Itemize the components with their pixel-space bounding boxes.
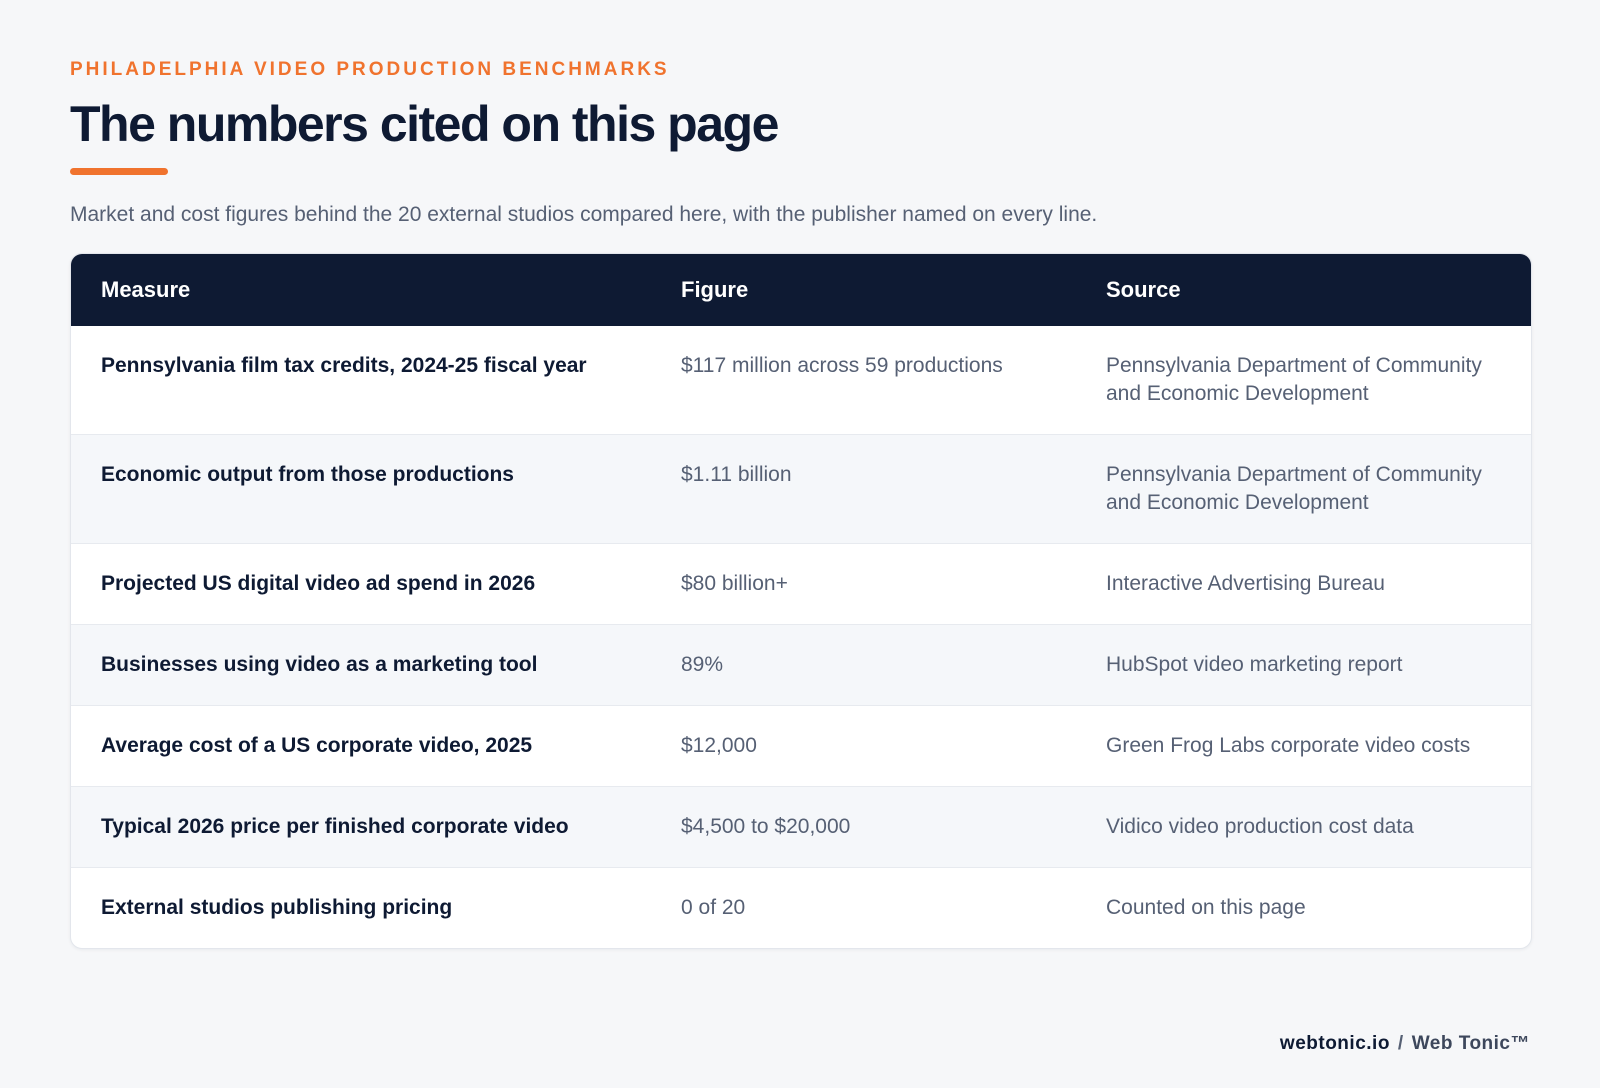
table-header: Measure Figure Source <box>71 254 1531 326</box>
table-row: Businesses using video as a marketing to… <box>71 624 1531 705</box>
table-row: Pennsylvania film tax credits, 2024-25 f… <box>71 326 1531 434</box>
cell-measure: Projected US digital video ad spend in 2… <box>101 572 536 595</box>
column-header-measure: Measure <box>101 277 191 302</box>
cell-figure: 89% <box>681 653 724 676</box>
cell-figure: $12,000 <box>681 734 757 757</box>
cell-measure: Pennsylvania film tax credits, 2024-25 f… <box>101 354 587 377</box>
cell-measure: Economic output from those productions <box>101 463 514 486</box>
column-header-figure: Figure <box>681 277 749 302</box>
cell-figure: $80 billion+ <box>681 572 788 595</box>
cell-source: Vidico video production cost data <box>1106 815 1414 838</box>
eyebrow-label: PHILADELPHIA VIDEO PRODUCTION BENCHMARKS <box>70 59 670 80</box>
cell-source: HubSpot video marketing report <box>1106 653 1403 676</box>
cell-source: Counted on this page <box>1106 896 1306 919</box>
cell-source: Pennsylvania Department of Community and… <box>1106 354 1482 405</box>
cell-source: Green Frog Labs corporate video costs <box>1106 734 1471 757</box>
page: PHILADELPHIA VIDEO PRODUCTION BENCHMARKS… <box>70 56 1532 949</box>
table-row: Average cost of a US corporate video, 20… <box>71 705 1531 786</box>
cell-measure: Average cost of a US corporate video, 20… <box>101 734 533 757</box>
cell-measure: Businesses using video as a marketing to… <box>101 653 538 676</box>
title-accent-bar <box>70 168 168 175</box>
cell-measure: Typical 2026 price per finished corporat… <box>101 815 569 838</box>
cell-figure: $1.11 billion <box>681 463 792 486</box>
footer-brand: Web Tonic™ <box>1411 1033 1530 1054</box>
table-row: Economic output from those productions $… <box>71 434 1531 543</box>
benchmarks-table: Measure Figure Source Pennsylvania film … <box>70 253 1532 949</box>
cell-source: Interactive Advertising Bureau <box>1106 572 1385 595</box>
table-body: Pennsylvania film tax credits, 2024-25 f… <box>71 326 1531 948</box>
footer-domain: webtonic.io <box>1279 1033 1390 1054</box>
page-subtitle: Market and cost figures behind the 20 ex… <box>70 203 1098 226</box>
cell-source: Pennsylvania Department of Community and… <box>1106 463 1482 514</box>
cell-measure: External studios publishing pricing <box>101 896 453 919</box>
cell-figure: $4,500 to $20,000 <box>681 815 851 838</box>
table-row: Projected US digital video ad spend in 2… <box>71 543 1531 624</box>
column-header-source: Source <box>1106 277 1181 302</box>
footer-separator: / <box>1397 1033 1404 1054</box>
cell-figure: 0 of 20 <box>681 896 746 919</box>
table-row: External studios publishing pricing 0 of… <box>71 867 1531 948</box>
cell-figure: $117 million across 59 productions <box>681 354 1003 377</box>
table-row: Typical 2026 price per finished corporat… <box>71 786 1531 867</box>
footer-credit: webtonic.io / Web Tonic™ <box>1280 1030 1530 1058</box>
page-title: The numbers cited on this page <box>70 96 779 152</box>
